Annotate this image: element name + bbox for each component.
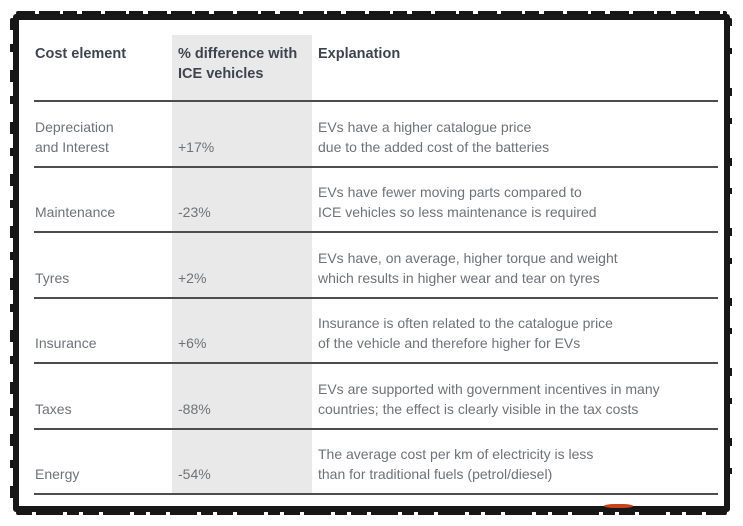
explanation-cell: Insurance is often related to the catalo… bbox=[312, 299, 718, 364]
difference-cell: +2% bbox=[172, 233, 312, 299]
cost-element-cell: Taxes bbox=[34, 364, 172, 430]
column-header-cost-element: Cost element bbox=[34, 20, 172, 102]
column-header-difference: % difference with ICE vehicles bbox=[172, 20, 312, 102]
torn-edge-right bbox=[729, 18, 732, 508]
difference-cell: -88% bbox=[172, 364, 312, 430]
difference-cell: -54% bbox=[172, 430, 312, 495]
explanation-cell: EVs have, on average, higher torque and … bbox=[312, 233, 718, 299]
difference-cell: -23% bbox=[172, 168, 312, 233]
torn-edge-left bbox=[10, 18, 14, 508]
explanation-cell: EVs have a higher catalogue price due to… bbox=[312, 102, 718, 168]
column-header-explanation: Explanation bbox=[312, 20, 718, 102]
difference-cell: +6% bbox=[172, 299, 312, 364]
cost-element-cell: Tyres bbox=[34, 233, 172, 299]
cost-element-cell: Depreciation and Interest bbox=[34, 102, 172, 168]
cost-element-cell: Energy bbox=[34, 430, 172, 495]
explanation-cell: EVs have fewer moving parts compared to … bbox=[312, 168, 718, 233]
red-scan-artifact bbox=[604, 504, 633, 508]
explanation-cell: The average cost per km of electricity i… bbox=[312, 430, 718, 495]
cost-table-frame: Cost element % difference with ICE vehic… bbox=[10, 11, 732, 515]
torn-edge-bottom bbox=[16, 511, 727, 515]
cost-element-cell: Maintenance bbox=[34, 168, 172, 233]
ev-vs-ice-cost-table: Cost element % difference with ICE vehic… bbox=[34, 20, 718, 495]
difference-cell: +17% bbox=[172, 102, 312, 168]
difference-column-highlight bbox=[172, 35, 312, 495]
torn-edge-top bbox=[16, 11, 727, 15]
cost-element-cell: Insurance bbox=[34, 299, 172, 364]
explanation-cell: EVs are supported with government incent… bbox=[312, 364, 718, 430]
